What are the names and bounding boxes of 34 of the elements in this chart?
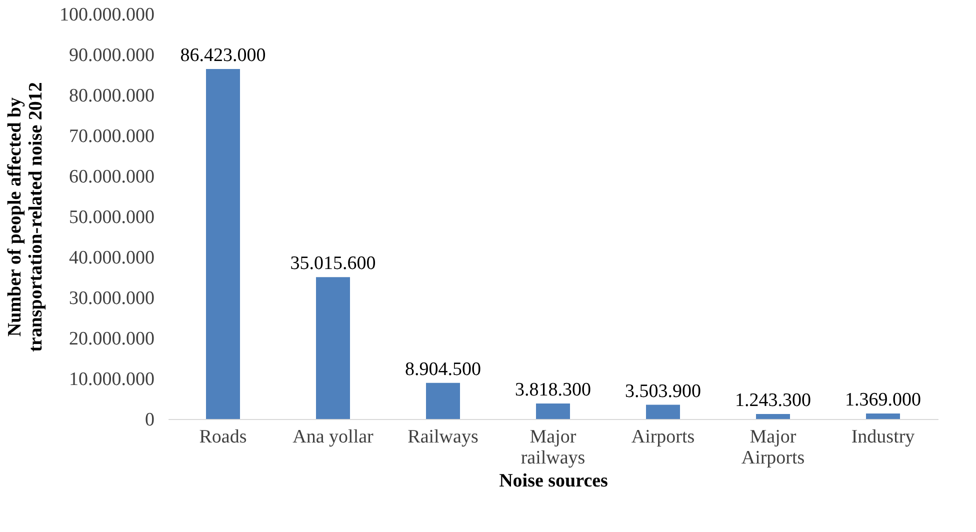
data-label: 1.243.300 [735,390,811,411]
y-tick-label: 0 [145,410,154,430]
data-label: 35.015.600 [290,253,376,274]
y-tick-label: 70.000.000 [69,126,154,147]
y-tick-label: 20.000.000 [69,328,154,350]
x-axis-title: Noise sources [499,470,608,492]
data-label: 3.818.300 [515,380,591,401]
bar [866,413,900,419]
x-tick-label: Ana yollar [292,426,374,448]
bar [536,404,570,419]
y-tick-label: 10.000.000 [69,369,154,390]
bar [756,414,790,419]
x-tick-label: Roads [199,426,247,448]
data-label: 8.904.500 [405,358,481,380]
bar [646,404,680,419]
y-tick-label: 80.000.000 [69,86,154,106]
y-tick-label: 40.000.000 [69,248,154,268]
x-tick-label: Major railways [520,426,586,468]
bar [426,382,460,419]
data-label: 1.369.000 [845,389,921,410]
y-tick-label: 90.000.000 [69,45,154,66]
y-tick-label: 100.000.000 [60,4,154,26]
y-tick-label: 30.000.000 [69,288,154,309]
y-tick-label: 60.000.000 [69,166,154,188]
bar [206,68,240,419]
x-tick-label: Railways [408,426,478,448]
x-tick-label: Airports [631,426,695,448]
bar [316,277,350,419]
y-axis-title: Number of people affected by transportation-related noise 2012 [4,82,46,352]
data-label: 3.503.900 [625,380,701,402]
y-tick-label: 50.000.000 [69,207,154,228]
data-label: 86.423.000 [180,44,266,66]
x-tick-label: Major Airports [741,426,805,468]
x-tick-label: Industry [851,426,916,448]
